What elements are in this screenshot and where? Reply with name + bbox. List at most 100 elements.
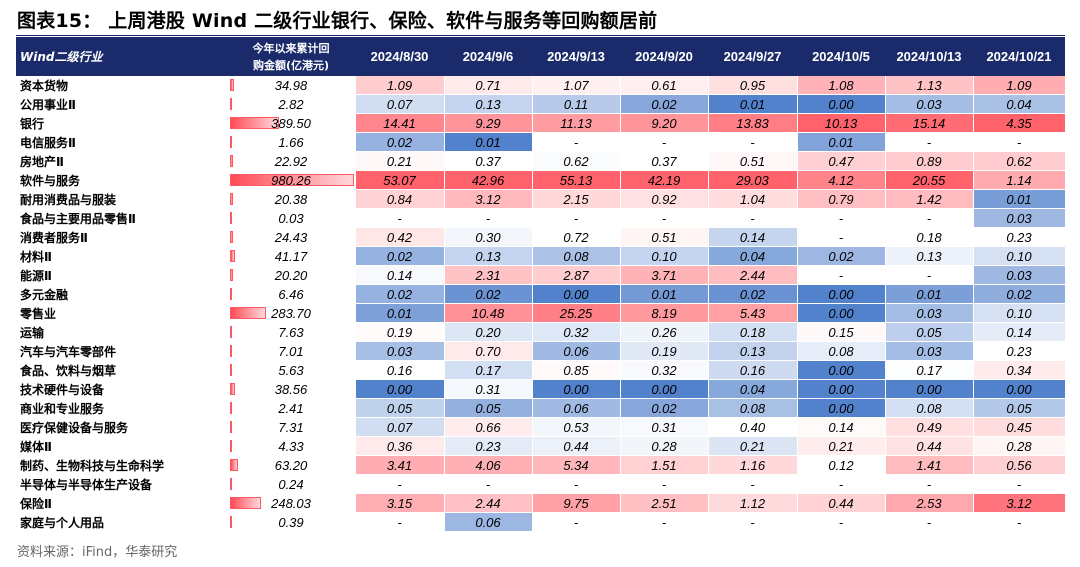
weekly-buyback-cell: 0.02 [355, 284, 445, 304]
weekly-buyback-cell: - [355, 512, 445, 532]
cumulative-databar [229, 136, 232, 148]
weekly-buyback-cell: 0.00 [885, 379, 974, 399]
weekly-buyback-cell: 0.06 [532, 398, 621, 418]
weekly-buyback-cell: - [708, 132, 798, 152]
industry-name: 银行 [16, 113, 228, 133]
weekly-buyback-cell: 0.14 [355, 265, 445, 285]
cumulative-value: 7.31 [278, 419, 304, 435]
weekly-buyback-cell: 0.61 [620, 76, 709, 95]
weekly-buyback-cell: 0.70 [444, 341, 533, 361]
table-row: 软件与服务 980.26 53.07 42.96 55.13 42.19 29.03 4.12… [16, 170, 1066, 190]
cumulative-databar [229, 174, 354, 186]
weekly-buyback-cell: 0.05 [355, 398, 445, 418]
weekly-buyback-cell: 0.20 [444, 322, 533, 342]
header-date: 2024/10/5 [797, 37, 885, 76]
weekly-buyback-cell: 0.00 [973, 379, 1066, 399]
weekly-buyback-cell: 0.26 [620, 322, 709, 342]
cumulative-databar [229, 155, 233, 167]
industry-name: 房地产Ⅱ [16, 151, 228, 171]
cumulative-cell: 20.20 [227, 265, 356, 285]
cumulative-value: 4.33 [278, 438, 304, 454]
weekly-buyback-cell: - [620, 132, 709, 152]
weekly-buyback-cell: 0.56 [973, 455, 1066, 475]
weekly-buyback-cell: 0.07 [355, 417, 445, 437]
weekly-buyback-cell: 1.08 [797, 76, 886, 95]
weekly-buyback-cell: - [797, 474, 886, 494]
weekly-buyback-cell: 0.18 [708, 322, 798, 342]
weekly-buyback-cell: 0.37 [620, 151, 709, 171]
weekly-buyback-cell: 0.13 [444, 94, 533, 114]
weekly-buyback-cell: 0.03 [885, 303, 974, 323]
weekly-buyback-cell: 0.62 [532, 151, 621, 171]
table-row: 多元金融 6.46 0.02 0.02 0.00 0.01 0.02 0.00 0.01 0.02 [16, 284, 1066, 304]
weekly-buyback-cell: 0.00 [797, 94, 886, 114]
weekly-buyback-cell: 0.13 [885, 246, 974, 266]
weekly-buyback-cell: 0.34 [973, 360, 1066, 380]
weekly-buyback-cell: 0.04 [708, 379, 798, 399]
weekly-buyback-cell: 0.02 [620, 94, 709, 114]
weekly-buyback-cell: 10.13 [797, 113, 886, 133]
weekly-buyback-cell: 0.00 [532, 379, 621, 399]
weekly-buyback-cell: - [973, 474, 1066, 494]
weekly-buyback-cell: 0.02 [708, 284, 798, 304]
cumulative-cell: 7.01 [227, 341, 356, 361]
cumulative-cell: 20.38 [227, 189, 356, 209]
cumulative-value: 22.92 [274, 153, 308, 169]
weekly-buyback-cell: 0.44 [885, 436, 974, 456]
weekly-buyback-cell: 0.10 [973, 246, 1066, 266]
cumulative-value: 7.01 [278, 343, 304, 359]
weekly-buyback-cell: 11.13 [532, 113, 621, 133]
cumulative-value: 20.20 [274, 267, 308, 283]
header-date: 2024/9/20 [620, 37, 708, 76]
cumulative-databar [229, 212, 232, 224]
weekly-buyback-cell: 0.44 [532, 436, 621, 456]
weekly-buyback-cell: 0.00 [797, 379, 886, 399]
weekly-buyback-cell: 5.43 [708, 303, 798, 323]
cumulative-databar [229, 269, 233, 281]
weekly-buyback-cell: 0.31 [444, 379, 533, 399]
cumulative-value: 5.63 [278, 362, 304, 378]
weekly-buyback-cell: - [444, 474, 533, 494]
weekly-buyback-cell: 0.04 [973, 94, 1066, 114]
table-row: 汽车与汽车零部件 7.01 0.03 0.70 0.06 0.19 0.13 0.08 0.03… [16, 341, 1066, 361]
weekly-buyback-cell: - [355, 474, 445, 494]
weekly-buyback-cell: - [708, 474, 798, 494]
cumulative-value: 34.98 [274, 77, 308, 93]
cumulative-cell: 4.33 [227, 436, 356, 456]
weekly-buyback-cell: 5.34 [532, 455, 621, 475]
table-row: 材料Ⅱ 41.17 0.02 0.13 0.08 0.10 0.04 0.02 0.13 0.10 [16, 246, 1066, 266]
weekly-buyback-cell: - [885, 265, 974, 285]
weekly-buyback-cell: 0.84 [355, 189, 445, 209]
industry-name: 电信服务Ⅱ [16, 132, 228, 152]
weekly-buyback-cell: 10.48 [444, 303, 533, 323]
weekly-buyback-cell: 0.06 [444, 512, 533, 532]
header-date: 2024/9/13 [532, 37, 620, 76]
cumulative-value: 248.03 [271, 495, 311, 511]
cumulative-databar [229, 98, 232, 110]
weekly-buyback-cell: 0.02 [355, 246, 445, 266]
cumulative-cell: 38.56 [227, 379, 356, 399]
cumulative-cell: 5.63 [227, 360, 356, 380]
weekly-buyback-cell: 0.32 [532, 322, 621, 342]
cumulative-value: 6.46 [278, 286, 304, 302]
weekly-buyback-cell: 0.05 [973, 398, 1066, 418]
weekly-buyback-cell: 0.08 [885, 398, 974, 418]
table-row: 媒体Ⅱ 4.33 0.36 0.23 0.44 0.28 0.21 0.21 0.44 0.28 [16, 436, 1066, 456]
buyback-table: Wind二级行业 今年以来累计回 购金额(亿港元) 2024/8/30 2024… [16, 37, 1066, 532]
weekly-buyback-cell: - [532, 208, 621, 228]
cumulative-databar [229, 459, 238, 471]
weekly-buyback-cell: 3.71 [620, 265, 709, 285]
weekly-buyback-cell: 0.53 [532, 417, 621, 437]
weekly-buyback-cell: 1.14 [973, 170, 1066, 190]
industry-name: 多元金融 [16, 284, 228, 304]
cumulative-databar [229, 117, 279, 129]
weekly-buyback-cell: 0.85 [532, 360, 621, 380]
header-date: 2024/9/6 [444, 37, 532, 76]
industry-name: 家庭与个人用品 [16, 512, 228, 532]
cumulative-databar [229, 345, 232, 357]
industry-name: 公用事业Ⅱ [16, 94, 228, 114]
weekly-buyback-cell: 0.03 [355, 341, 445, 361]
cumulative-value: 389.50 [271, 115, 311, 131]
cumulative-cell: 2.41 [227, 398, 356, 418]
header-cumulative: 今年以来累计回 购金额(亿港元) [227, 37, 355, 76]
